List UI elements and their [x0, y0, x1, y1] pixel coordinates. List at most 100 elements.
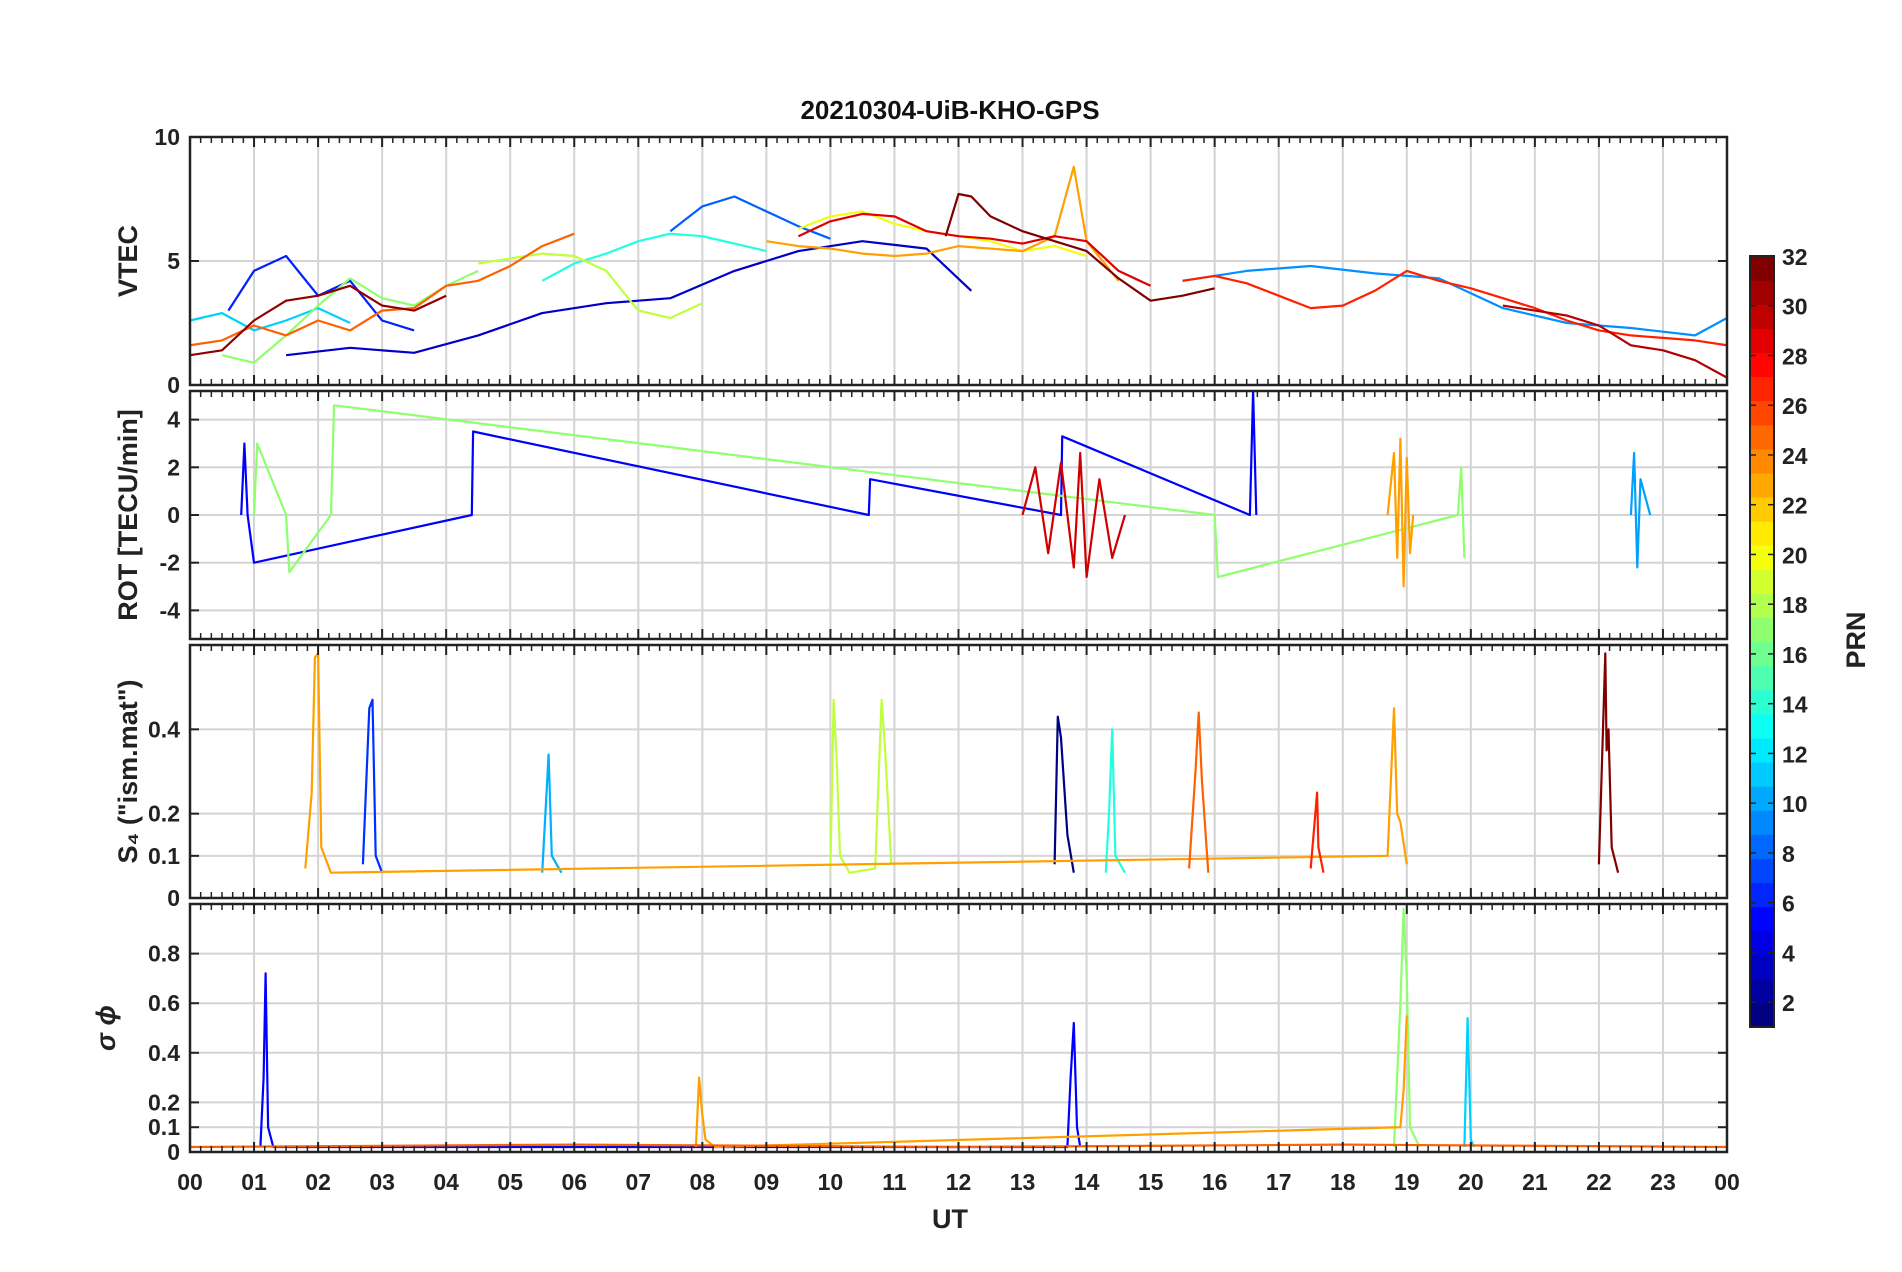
y-tick-label: 0: [167, 502, 180, 528]
x-tick-label: 12: [946, 1169, 972, 1195]
y-axis-label-rot: ROT [TECU/min]: [113, 409, 143, 620]
x-tick-label: 07: [625, 1169, 651, 1195]
series-prn-8: [1182, 264, 1727, 337]
series-prn-17: [252, 404, 1466, 579]
series-prn-1: [1053, 715, 1075, 873]
series-group: [240, 391, 1652, 588]
colorbar-segment: [1750, 472, 1774, 498]
colorbar-segment: [1750, 328, 1774, 353]
panel-s4: 0 0.1 0.2 0.4S₄ ("ism.mat"): [113, 643, 1729, 911]
colorbar-tick-label: 6: [1782, 891, 1795, 917]
y-axis-label-vtec: VTEC: [113, 225, 143, 297]
series-prn-22: [694, 1015, 1408, 1149]
x-tick-label: 00: [1714, 1169, 1740, 1195]
panel-rot: -4 -2 0 2 4 ROT [TECU/min]: [113, 389, 1729, 641]
series-prn-18: [478, 252, 703, 320]
y-tick-label: 0.1: [148, 1114, 180, 1140]
colorbar-tick-label: 28: [1782, 343, 1808, 369]
colorbar-tick-label: 4: [1782, 940, 1795, 966]
colorbar-tick-label: 20: [1782, 542, 1808, 568]
chart-title: 20210304-UiB-KHO-GPS: [800, 95, 1099, 125]
colorbar-tick-label: 16: [1782, 642, 1808, 668]
x-tick-label: 10: [818, 1169, 844, 1195]
series-prn-32: [944, 192, 1215, 302]
colorbar-segment: [1750, 256, 1774, 281]
colorbar-frame: [1749, 255, 1775, 1028]
y-tick-label: 0: [167, 1139, 180, 1165]
y-tick-label: 0: [167, 885, 180, 911]
colorbar-segment: [1750, 786, 1774, 811]
colorbar-segment: [1750, 930, 1774, 956]
x-tick-label: 21: [1522, 1169, 1548, 1195]
series-prn-29: [797, 212, 1152, 287]
series-prn-17: [1392, 907, 1421, 1148]
x-tick-label: 03: [369, 1169, 395, 1195]
y-tick-label: 0: [167, 372, 180, 398]
colorbar-segment: [1750, 737, 1774, 763]
series-prn-12: [1463, 1016, 1476, 1148]
series-prn-22: [304, 652, 1408, 874]
colorbar-segment: [1750, 858, 1774, 884]
y-tick-label: 5: [167, 248, 180, 274]
colorbar-segment: [1750, 352, 1774, 378]
series-prn-12: [190, 307, 351, 332]
colorbar-tick-label: 26: [1782, 393, 1808, 419]
series-prn-25: [190, 232, 575, 347]
series-group: [190, 165, 1727, 379]
colorbar-segment: [1750, 496, 1774, 522]
x-tick-label: 11: [882, 1169, 907, 1195]
colorbar-tick-label: 14: [1782, 692, 1808, 718]
y-tick-label: 0.4: [148, 716, 180, 742]
y-tick-label: -4: [160, 597, 181, 623]
series-prn-31: [190, 284, 447, 357]
colorbar-segment: [1750, 280, 1774, 305]
colorbar-segment: [1750, 545, 1774, 570]
y-axis-label-sigma_phi: σ ϕ: [91, 1005, 121, 1051]
x-tick-label: 14: [1074, 1169, 1100, 1195]
x-tick-label: 13: [1010, 1169, 1036, 1195]
y-tick-label: 2: [167, 454, 180, 480]
panel-vtec: 0 5 10 VTEC: [113, 124, 1729, 398]
y-tick-label: 10: [154, 124, 180, 150]
y-tick-label: 0.6: [148, 990, 180, 1016]
colorbar-segment: [1750, 882, 1774, 908]
colorbar-tick-label: 30: [1782, 294, 1808, 320]
colorbar-segment: [1750, 1002, 1774, 1028]
colorbar-segment: [1750, 713, 1774, 739]
colorbar-segment: [1750, 665, 1774, 691]
x-tick-label: 05: [497, 1169, 523, 1195]
colorbar-segment: [1750, 617, 1774, 643]
y-tick-label: -2: [160, 550, 180, 576]
colorbar-tick-label: 24: [1782, 443, 1808, 469]
series-prn-27: [1309, 791, 1325, 873]
x-tick-label: 01: [241, 1169, 267, 1195]
series-prn-28: [1021, 451, 1127, 579]
series-prn-3: [240, 391, 1258, 564]
colorbar-tick-label: 32: [1782, 244, 1808, 270]
y-axis-label-s4: S₄ ("ism.mat"): [113, 679, 143, 863]
series-prn-4: [361, 698, 384, 874]
colorbar-segment: [1750, 569, 1774, 594]
x-tick-label: 16: [1202, 1169, 1228, 1195]
series-prn-11: [541, 753, 563, 874]
series-prn-22: [1386, 437, 1415, 588]
x-tick-label: 22: [1586, 1169, 1612, 1195]
panel-sigma_phi: 00.10.2 0.4 0.6 0.8 σ ϕ: [91, 902, 1729, 1165]
series-prn-18: [829, 698, 893, 874]
series-prn-27: [1182, 269, 1727, 347]
colorbar-tick-label: 8: [1782, 841, 1795, 867]
y-tick-label: 0.1: [148, 843, 180, 869]
series-prn-22: [766, 165, 1120, 282]
x-tick-label: 19: [1394, 1169, 1420, 1195]
x-tick-label: 04: [433, 1169, 459, 1195]
colorbar-tick-label: 18: [1782, 592, 1808, 618]
colorbar-segment: [1750, 304, 1774, 329]
colorbar-segment: [1750, 376, 1774, 402]
series-prn-14: [1104, 728, 1126, 874]
x-tick-label: 02: [305, 1169, 331, 1195]
colorbar-tick-label: 10: [1782, 791, 1808, 817]
y-tick-label: 0.2: [148, 801, 180, 827]
